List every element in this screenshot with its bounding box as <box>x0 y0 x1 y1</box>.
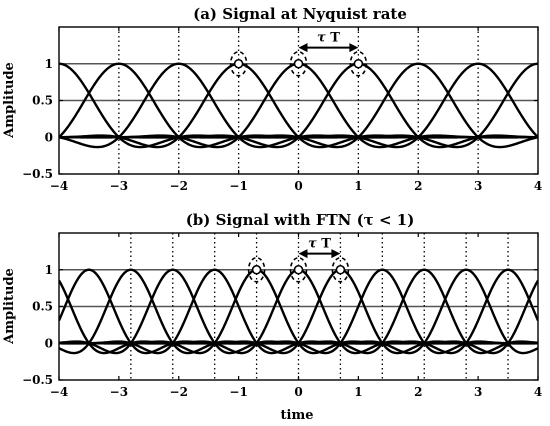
x-tick-label: 3 <box>474 385 482 399</box>
arrow-head-left <box>298 43 308 53</box>
pulse-group <box>59 62 538 149</box>
sample-marker <box>335 264 346 275</box>
tau-symbol: τ <box>308 237 317 252</box>
y-axis-label: Amplitude <box>2 62 17 139</box>
sample-marker <box>233 58 244 69</box>
x-tick-label: −1 <box>229 179 247 193</box>
y-tick-label: 0.5 <box>32 94 53 108</box>
tau-text: T <box>326 31 341 46</box>
x-tick-label: −3 <box>110 179 128 193</box>
sample-marker <box>293 264 304 275</box>
sample-highlight <box>289 50 308 77</box>
sample-marker <box>251 264 262 275</box>
sample-marker <box>293 58 304 69</box>
x-tick-label: 3 <box>474 179 482 193</box>
x-tick-label: 0 <box>294 179 302 193</box>
panel-a: (a) Signal at Nyquist rate Amplitude τ T… <box>2 5 542 193</box>
arrow-head-right <box>331 249 341 259</box>
x-tick-label: 4 <box>534 179 542 193</box>
chart-title: (a) Signal at Nyquist rate <box>193 5 407 23</box>
tau-symbol: τ <box>317 31 326 46</box>
plot-area: τ T −4 −3 −2 −1 0 1 2 3 4 −0.5 0 0.5 1 <box>22 232 542 399</box>
sample-marker <box>353 58 364 69</box>
sample-highlight <box>349 50 368 77</box>
x-tick-label: 2 <box>414 385 422 399</box>
arrow-head-left <box>298 249 308 259</box>
tau-label: τ T <box>317 31 340 46</box>
panel-b: (b) Signal with FTN (τ < 1) Amplitude τ … <box>2 211 542 423</box>
x-tick-label: 1 <box>354 385 362 399</box>
y-tick-label: 0 <box>45 130 53 144</box>
x-tick-label: −1 <box>229 385 247 399</box>
x-tick-label: −3 <box>110 385 128 399</box>
y-tick-label: 1 <box>45 57 53 71</box>
pulse-curve <box>59 62 538 149</box>
pulse-curve <box>59 279 538 355</box>
sample-highlight <box>331 256 350 283</box>
sample-highlight <box>289 256 308 283</box>
tau-text: T <box>317 237 332 252</box>
y-tick-label: −0.5 <box>22 167 53 181</box>
plot-area: τ T −4 −3 −2 −1 0 1 2 3 4 −0.5 0 0.5 1 <box>22 26 542 193</box>
chart-title: (b) Signal with FTN (τ < 1) <box>186 211 415 229</box>
y-tick-label: 0.5 <box>32 300 53 314</box>
x-tick-label: −2 <box>170 385 188 399</box>
x-tick-label: 4 <box>534 385 542 399</box>
arrow-head-right <box>349 43 359 53</box>
x-tick-label: −4 <box>50 385 68 399</box>
y-tick-label: 0 <box>45 336 53 350</box>
x-axis-label: time <box>281 408 314 423</box>
sample-highlight <box>247 256 266 283</box>
x-tick-label: −4 <box>50 179 68 193</box>
sample-highlight <box>229 50 248 77</box>
x-tick-label: 2 <box>414 179 422 193</box>
x-tick-label: −2 <box>170 179 188 193</box>
x-tick-label: 1 <box>354 179 362 193</box>
y-tick-label: −0.5 <box>22 373 53 387</box>
y-tick-label: 1 <box>45 263 53 277</box>
x-tick-label: 0 <box>294 385 302 399</box>
y-axis-label: Amplitude <box>2 268 17 345</box>
tau-label: τ T <box>308 237 331 252</box>
